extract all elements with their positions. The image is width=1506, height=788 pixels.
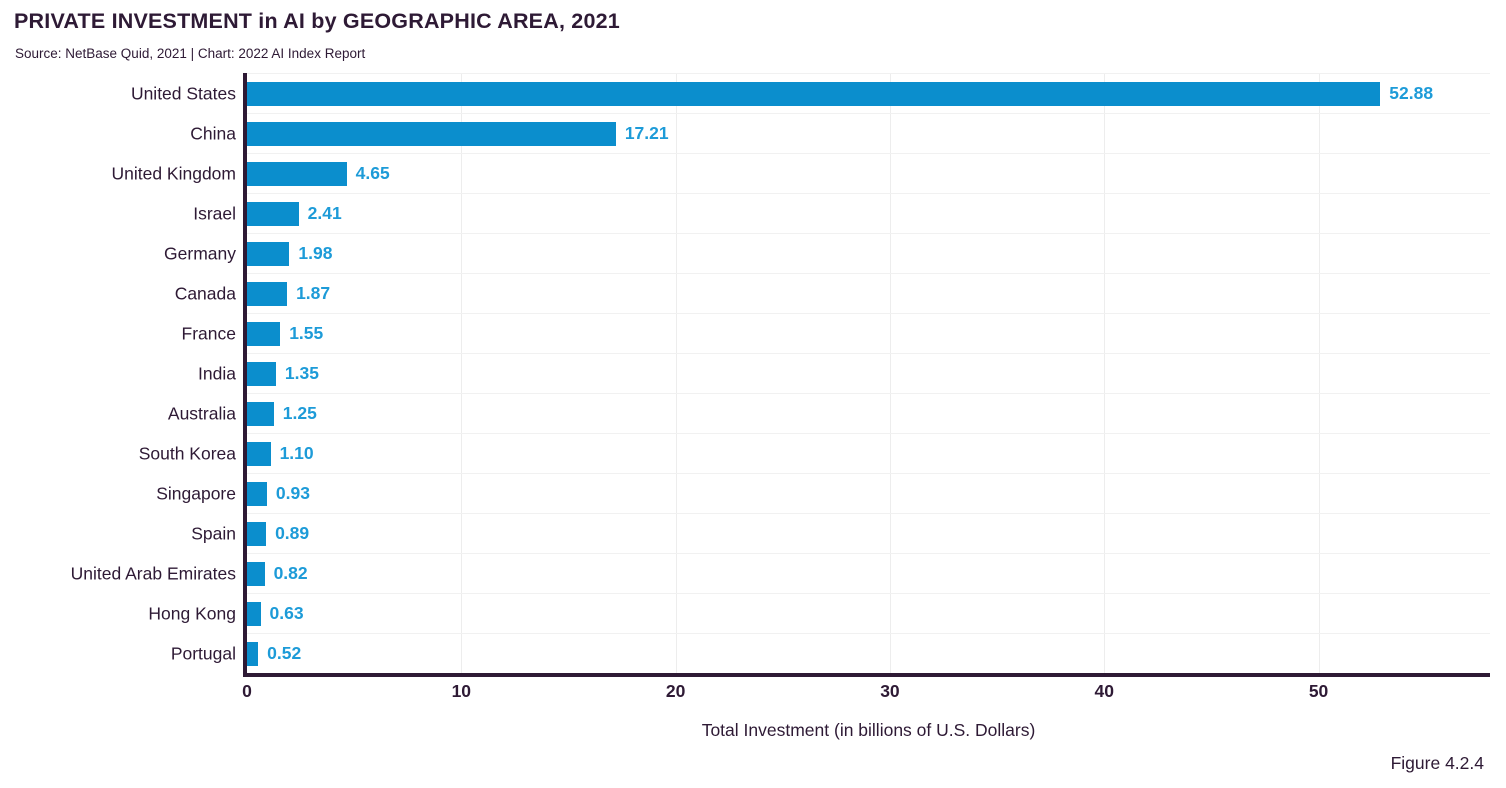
value-label: 0.82: [273, 563, 308, 583]
value-label: 0.63: [269, 603, 304, 623]
x-tick-label: 0: [242, 681, 252, 701]
bar: [247, 641, 259, 666]
figure-label: Figure 4.2.4: [1390, 753, 1484, 773]
bar: [247, 481, 267, 506]
value-label: 1.25: [282, 403, 317, 423]
category-label: United States: [130, 83, 236, 103]
bar-rows: United States 52.88 China 17.21 United Kingd…: [71, 73, 1490, 673]
category-label: China: [190, 123, 236, 143]
gridline: [675, 73, 677, 673]
category-label: Portugal: [170, 643, 236, 663]
category-label: Spain: [191, 523, 236, 543]
category-label: Australia: [167, 403, 236, 423]
bar: [247, 521, 267, 546]
value-label: 4.65: [355, 163, 390, 183]
gridline: [1318, 73, 1320, 673]
value-label: 0.93: [275, 483, 310, 503]
category-label: Germany: [164, 243, 236, 263]
x-tick-label: 10: [451, 681, 472, 701]
value-label: 0.52: [267, 643, 302, 663]
category-label: Israel: [193, 203, 236, 223]
chart-source: Source: NetBase Quid, 2021 | Chart: 2022…: [15, 46, 366, 61]
x-tick-label: 40: [1094, 681, 1114, 701]
bar-row: India 1.35: [198, 353, 1490, 393]
value-label: 2.41: [307, 203, 342, 223]
category-label: Hong Kong: [148, 603, 236, 623]
value-label: 1.10: [279, 443, 314, 463]
gridline: [1104, 73, 1106, 673]
bar-row: France 1.55: [182, 313, 1490, 353]
bar: [247, 161, 347, 186]
bar-row: United Arab Emirates 0.82: [71, 553, 1490, 593]
bar-row: Germany 1.98: [164, 233, 1490, 273]
gridline: [889, 73, 891, 673]
chart-title: PRIVATE INVESTMENT in AI by GEOGRAPHIC A…: [14, 9, 620, 33]
value-label: 1.98: [298, 243, 333, 263]
bar-row: United Kingdom 4.65: [111, 153, 1490, 193]
bar-row: Singapore 0.93: [156, 473, 1490, 513]
gridline: [461, 73, 463, 673]
bar-row: South Korea 1.10: [139, 433, 1490, 473]
bar-row: United States 52.88: [131, 73, 1490, 113]
category-label: France: [181, 323, 236, 343]
bar: [247, 241, 290, 266]
bar: [247, 401, 274, 426]
bar: [247, 561, 265, 586]
x-tick-label: 20: [665, 681, 686, 701]
vertical-gridlines: [247, 73, 1490, 673]
bar: [247, 321, 281, 346]
x-axis-ticks: 0 10 20 30 40 50: [242, 681, 1490, 703]
x-axis-label: Total Investment (in billions of U.S. Do…: [701, 720, 1036, 740]
value-label: 52.88: [1389, 83, 1434, 103]
value-label: 0.89: [275, 523, 310, 543]
value-label: 1.55: [289, 323, 324, 343]
category-label: India: [198, 363, 236, 383]
bar-row: Spain 0.89: [191, 513, 1490, 553]
category-label: United Arab Emirates: [70, 563, 236, 583]
bar: [247, 201, 299, 226]
bar-row: Portugal 0.52: [171, 633, 1490, 673]
value-label: 17.21: [624, 123, 669, 143]
bar: [247, 121, 616, 146]
bar: [247, 601, 261, 626]
bar: [247, 441, 271, 466]
bar: [247, 361, 276, 386]
value-label: 1.35: [284, 363, 319, 383]
bar-row: Canada 1.87: [175, 273, 1490, 313]
bar: [247, 81, 1381, 106]
bar-row: Australia 1.25: [168, 393, 1490, 433]
x-tick-label: 30: [880, 681, 900, 701]
bar-row: China 17.21: [190, 113, 1490, 153]
category-label: Singapore: [156, 483, 236, 503]
category-label: Canada: [174, 283, 236, 303]
bar-row: Hong Kong 0.63: [148, 593, 1490, 633]
bar-row: Israel 2.41: [193, 193, 1490, 233]
plot-area: United States 52.88 China 17.21 United Kingd…: [71, 73, 1490, 677]
category-label: United Kingdom: [111, 163, 236, 183]
bar: [247, 281, 288, 306]
category-label: South Korea: [138, 443, 236, 463]
x-tick-label: 50: [1308, 681, 1329, 701]
value-label: 1.87: [296, 283, 331, 303]
